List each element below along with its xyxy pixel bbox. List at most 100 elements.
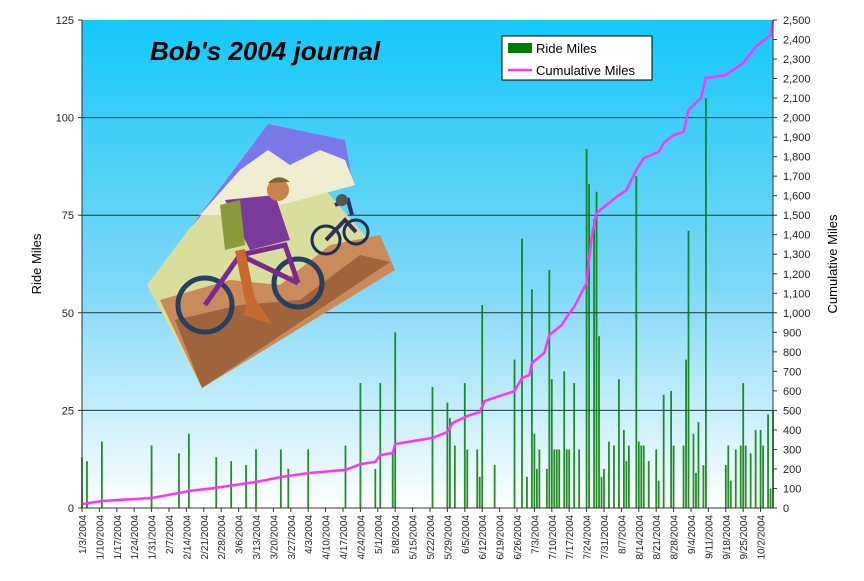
y2-tick-label: 1,100 xyxy=(783,288,811,300)
ride-bar xyxy=(754,429,757,508)
ride-bar xyxy=(448,418,451,508)
x-tick-label: 9/25/2004 xyxy=(739,515,750,560)
x-tick-label: 7/17/2004 xyxy=(565,515,576,560)
ride-bar xyxy=(588,183,590,508)
y2-tick-label: 100 xyxy=(783,483,801,495)
y2-tick-label: 2,000 xyxy=(783,113,811,125)
x-tick-label: 6/12/2004 xyxy=(478,515,489,560)
x-tick-label: 7/10/2004 xyxy=(548,515,559,560)
ride-bar xyxy=(585,148,588,508)
legend-swatch-ride-miles xyxy=(508,43,532,53)
x-tick-label: 9/4/2004 xyxy=(687,515,698,554)
ride-bar xyxy=(453,445,456,508)
ride-bar xyxy=(734,449,737,508)
ride-bar xyxy=(287,468,290,508)
x-tick-label: 8/14/2004 xyxy=(635,515,646,560)
ride-bar xyxy=(603,468,605,508)
x-tick-label: 4/10/2004 xyxy=(322,515,333,560)
cumulative-miles-line xyxy=(81,19,775,506)
ride-bar xyxy=(466,449,469,508)
y2-tick-label: 2,100 xyxy=(783,93,811,105)
ride-bar xyxy=(578,449,581,508)
x-tick-label: 1/17/2004 xyxy=(113,515,124,560)
ride-bar xyxy=(187,433,190,508)
ride-bar xyxy=(391,453,394,508)
y-tick-label: 125 xyxy=(56,15,74,27)
y2-tick-label: 1,000 xyxy=(783,308,811,320)
ride-bar xyxy=(463,383,466,508)
ride-bar xyxy=(493,465,496,508)
cyclist-illustration xyxy=(147,124,395,388)
ride-bar xyxy=(563,371,566,508)
ride-bar xyxy=(682,445,685,508)
x-tick-label: 9/18/2004 xyxy=(722,515,733,560)
x-tick-label: 7/3/2004 xyxy=(530,515,541,554)
ride-bar xyxy=(553,449,556,508)
ride-bar xyxy=(767,414,769,508)
ride-bar xyxy=(279,449,282,508)
y2-tick-label: 1,200 xyxy=(783,269,811,281)
ride-bar xyxy=(245,465,247,508)
ride-bar xyxy=(727,445,730,508)
y2-tick-label: 500 xyxy=(783,405,801,417)
right-axis-ticks: 0 100 200 300 400 500 600 700 800 900 1,000 1,100 1,… xyxy=(773,15,811,515)
ride-bar xyxy=(478,476,481,508)
ride-bar xyxy=(215,457,218,508)
ride-bar xyxy=(100,441,103,508)
x-tick-label: 5/29/2004 xyxy=(443,515,454,560)
x-tick-label: 6/5/2004 xyxy=(461,515,472,554)
ride-bar xyxy=(598,336,600,508)
ride-bar xyxy=(657,480,660,508)
y-tick-label: 25 xyxy=(62,405,74,417)
ride-bar xyxy=(627,445,630,508)
ride-bar xyxy=(86,461,88,508)
x-tick-label: 4/24/2004 xyxy=(356,515,367,560)
x-axis-ticks: 1/3/2004 1/10/2004 1/17/2004 1/24/2004 1/31/… xyxy=(78,508,768,560)
ride-bar xyxy=(431,386,434,508)
x-tick-label: 1/24/2004 xyxy=(130,515,141,560)
y-tick-label: 100 xyxy=(56,113,74,125)
ride-miles-bars xyxy=(81,98,774,509)
ride-bar xyxy=(446,402,449,508)
x-tick-label: 3/27/2004 xyxy=(287,515,298,560)
ride-bar xyxy=(702,465,705,508)
x-tick-label: 6/26/2004 xyxy=(513,515,524,560)
y2-tick-label: 400 xyxy=(783,425,801,437)
ride-bar xyxy=(697,422,700,508)
ride-bar xyxy=(394,332,397,508)
y2-axis-title: Cumulative Miles xyxy=(825,214,840,313)
x-tick-label: 2/7/2004 xyxy=(165,515,176,554)
ride-bar xyxy=(642,445,645,508)
ride-bar xyxy=(178,453,180,508)
y2-tick-label: 700 xyxy=(783,366,801,378)
ride-bar xyxy=(538,449,541,508)
y2-tick-label: 200 xyxy=(783,464,801,476)
y2-tick-label: 1,300 xyxy=(783,249,811,261)
chart-title: Bob's 2004 journal xyxy=(150,36,381,66)
y2-tick-label: 1,900 xyxy=(783,132,811,144)
ride-bar xyxy=(600,476,603,508)
y2-tick-label: 600 xyxy=(783,386,801,398)
ride-bar xyxy=(513,359,516,508)
ride-bar xyxy=(476,449,479,508)
y2-tick-label: 300 xyxy=(783,444,801,456)
ride-bar xyxy=(739,445,742,508)
ride-bar xyxy=(744,445,747,508)
x-tick-label: 8/21/2004 xyxy=(652,515,663,560)
x-tick-label: 7/31/2004 xyxy=(600,515,611,560)
ride-bar xyxy=(533,433,536,508)
x-tick-label: 5/8/2004 xyxy=(391,515,402,554)
y-tick-label: 50 xyxy=(62,308,74,320)
ride-bar xyxy=(637,441,640,508)
x-tick-label: 1/3/2004 xyxy=(78,515,89,554)
ride-bar xyxy=(526,476,528,508)
ride-bar xyxy=(618,379,620,508)
ride-bar xyxy=(685,359,687,508)
x-tick-label: 8/28/2004 xyxy=(670,515,681,560)
x-tick-label: 1/31/2004 xyxy=(148,515,159,560)
ride-bar xyxy=(759,429,762,508)
y-tick-label: 0 xyxy=(68,503,74,515)
ride-bar xyxy=(568,449,571,508)
ride-bar xyxy=(555,449,558,508)
y2-tick-label: 2,400 xyxy=(783,35,811,47)
